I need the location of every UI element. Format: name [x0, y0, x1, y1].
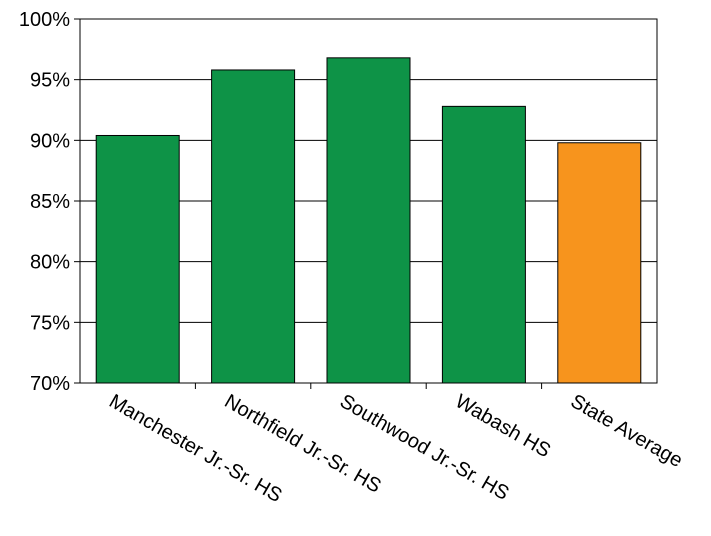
y-tick-label: 80% — [30, 252, 70, 274]
y-tick-label: 95% — [30, 70, 70, 92]
y-tick-label: 70% — [30, 373, 70, 395]
axes — [74, 18, 658, 389]
bar-northfield-jr-sr-hs — [211, 69, 296, 384]
y-tick-label: 100% — [19, 9, 70, 31]
y-tick-label: 85% — [30, 191, 70, 213]
bar-manchester-jr-sr-hs — [95, 134, 180, 384]
y-tick-label: 90% — [30, 130, 70, 152]
x-tick-label: Wabash HS — [451, 390, 554, 462]
bar-southwood-jr-sr-hs — [326, 57, 411, 384]
x-tick-label: State Average — [567, 390, 687, 472]
plot-frame — [79, 18, 658, 384]
bar-wabash-hs — [441, 105, 526, 384]
y-tick-label: 75% — [30, 312, 70, 334]
bar-state-average — [557, 142, 642, 384]
bars — [95, 57, 642, 384]
